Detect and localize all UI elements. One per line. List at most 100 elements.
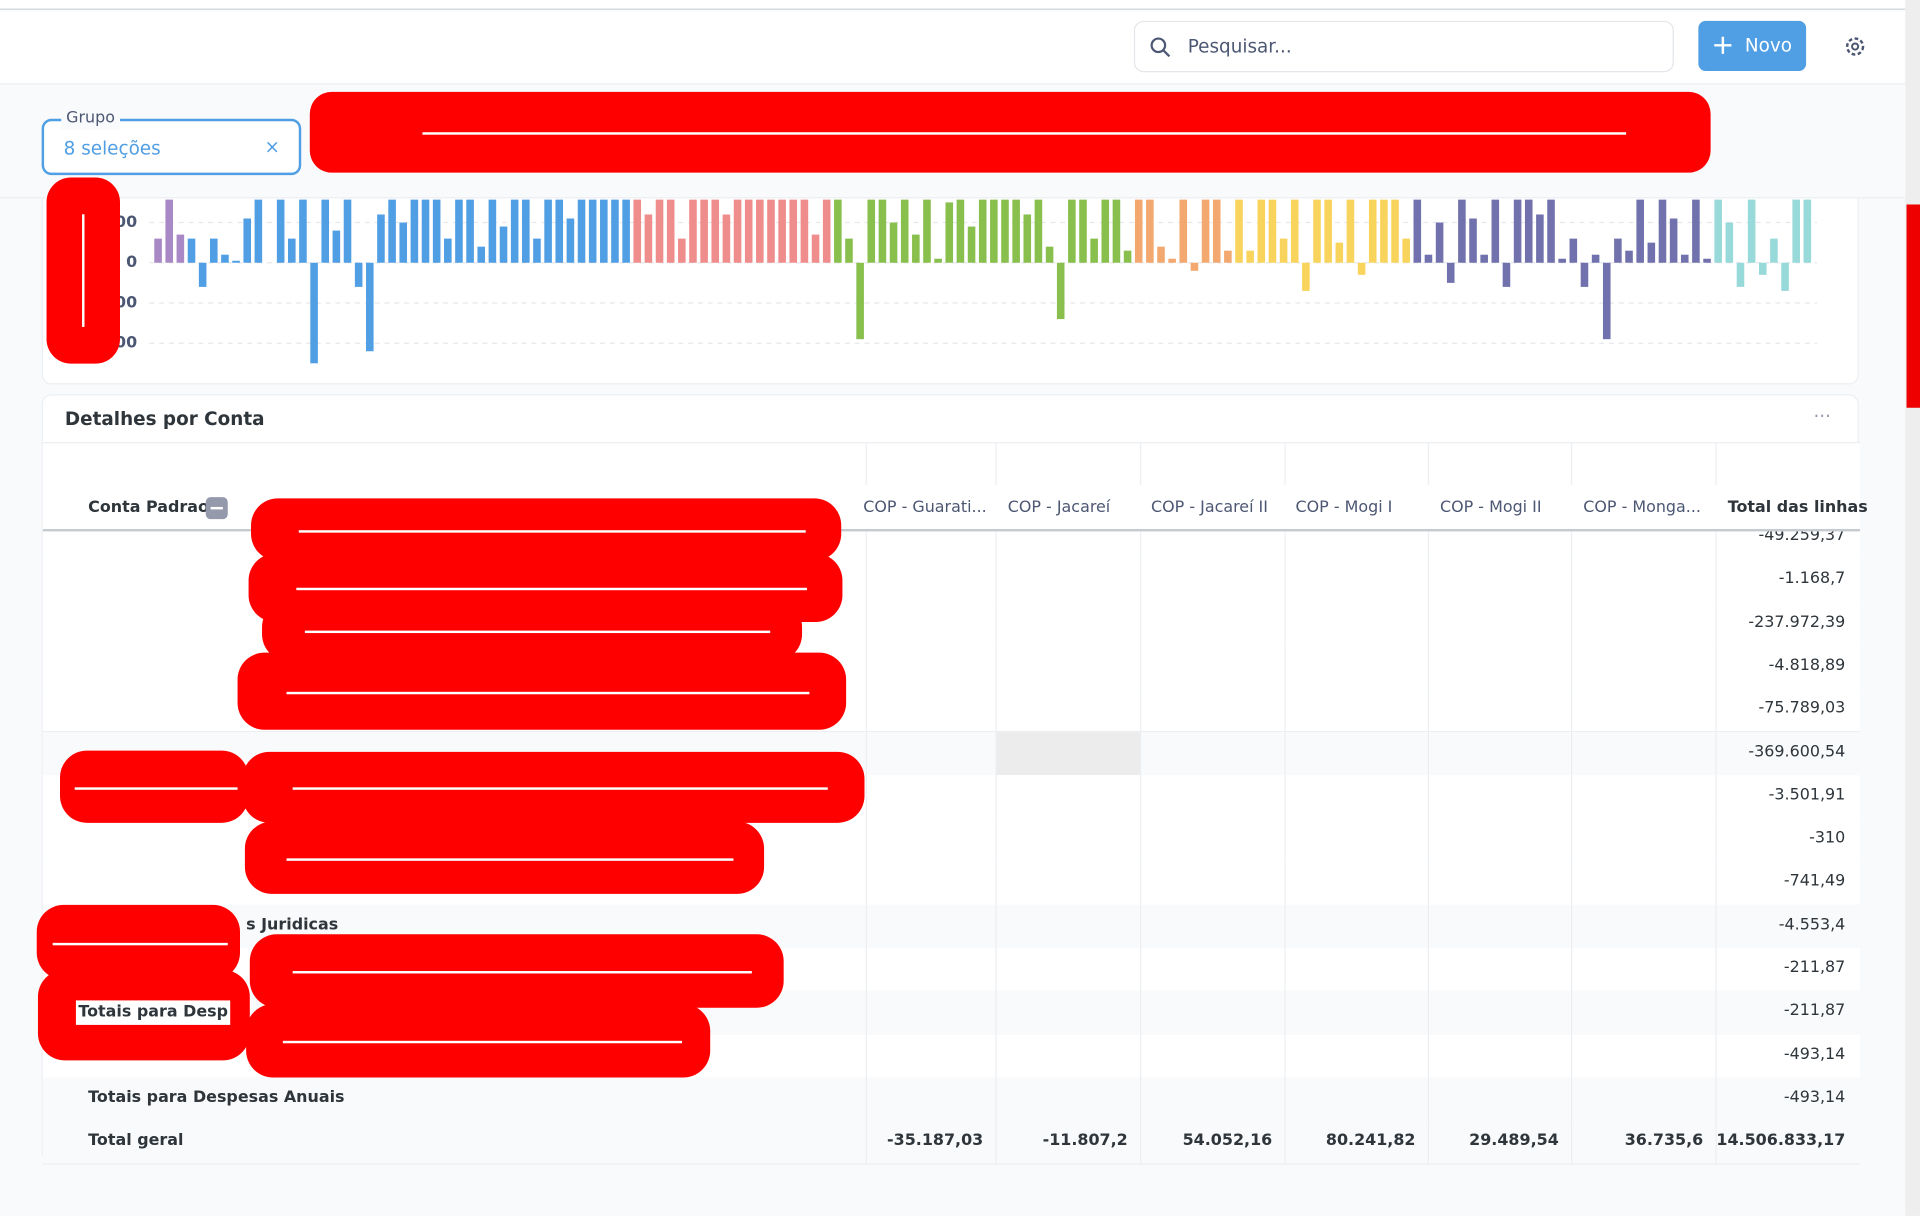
table-row: [42, 1120, 1860, 1166]
column-divider: [1427, 442, 1429, 1164]
bar: [1803, 199, 1812, 263]
bar: [711, 199, 720, 263]
row-label: Totais para Despesas Anuais: [88, 1088, 345, 1107]
row-total: -4.818,89: [1768, 656, 1846, 675]
bar: [1279, 238, 1288, 263]
bar: [1201, 199, 1210, 263]
bar: [332, 230, 341, 263]
column-divider: [1715, 442, 1717, 1164]
bar: [666, 199, 675, 263]
row-total: -75.789,03: [1758, 699, 1846, 718]
redaction: [244, 821, 765, 894]
bar: [1212, 199, 1221, 263]
cell-value: 80.241,82: [1325, 1131, 1416, 1151]
bar: [778, 199, 786, 263]
bar: [1235, 199, 1243, 263]
bar: [1001, 199, 1009, 263]
bar: [689, 199, 697, 263]
bar: [800, 199, 809, 263]
settings-icon[interactable]: [1843, 34, 1867, 58]
column-header: COP - Guarati...: [863, 498, 987, 517]
bar: [444, 238, 452, 263]
bar: [1792, 199, 1800, 263]
row-total: -4.553,4: [1778, 915, 1846, 934]
bar: [1313, 199, 1321, 263]
bar: [1413, 199, 1422, 263]
bar: [644, 214, 653, 263]
card-menu[interactable]: ···: [1813, 405, 1831, 428]
bar: [1480, 254, 1488, 263]
bar: [1502, 262, 1511, 287]
bar: [1714, 199, 1722, 263]
filter-bar: Grupo 8 seleções ×: [0, 84, 1906, 199]
filter-clear[interactable]: ×: [264, 135, 280, 158]
bar: [1134, 199, 1143, 263]
redaction: [60, 750, 249, 823]
bar: [1268, 199, 1277, 263]
redaction: [46, 177, 121, 364]
bar: [1190, 262, 1199, 271]
row-total: -211,87: [1783, 1001, 1846, 1021]
column-header: Conta Padrao: [88, 498, 209, 517]
redaction: [237, 652, 847, 730]
bar: [1023, 214, 1032, 263]
search-box[interactable]: Pesquisar...: [1133, 20, 1674, 73]
bar: [834, 199, 842, 263]
bar: [1123, 250, 1132, 263]
row-total: 14.506.833,17: [1716, 1131, 1846, 1151]
redaction: [309, 91, 1711, 173]
bar: [967, 226, 976, 263]
bar: [377, 214, 385, 263]
bar: [1402, 238, 1410, 263]
bar: [1736, 262, 1745, 287]
column-header: Total das linhas: [1727, 498, 1868, 517]
bar: [555, 199, 564, 263]
bar: [198, 262, 207, 287]
redaction: [249, 934, 784, 1008]
bar: [1669, 218, 1678, 263]
new-button[interactable]: Novo: [1698, 20, 1807, 72]
redaction-line: [296, 587, 807, 591]
redaction-line: [292, 971, 752, 974]
bar: [1224, 250, 1232, 263]
bar: [176, 234, 185, 263]
row-label: Totais para Desp: [75, 1000, 231, 1026]
row-total: -310: [1809, 829, 1846, 848]
redaction-line: [283, 1040, 683, 1044]
group-filter[interactable]: Grupo 8 seleções ×: [41, 107, 302, 176]
bar: [165, 199, 174, 263]
bar: [1435, 222, 1444, 263]
bar: [466, 199, 474, 263]
y-tick-label: 00: [115, 333, 137, 352]
bar: [221, 254, 229, 263]
bar: [1079, 199, 1087, 263]
bar: [477, 246, 486, 263]
bar: [1513, 199, 1522, 263]
bar: [622, 199, 630, 263]
row-total: -741,49: [1783, 872, 1846, 891]
bar: [566, 218, 575, 263]
bar: [990, 199, 998, 263]
bar: [733, 199, 742, 263]
bar: [923, 199, 931, 263]
bar: [655, 199, 664, 263]
bar: [366, 262, 374, 352]
bar: [900, 199, 909, 263]
cell-value: 29.489,54: [1469, 1131, 1559, 1151]
bar: [410, 199, 419, 263]
y-tick-label: 00: [115, 212, 137, 231]
bar: [1636, 199, 1644, 263]
header-row-top: [42, 442, 1860, 488]
bar: [1090, 238, 1098, 263]
bar: [722, 214, 731, 263]
bar: [1368, 199, 1377, 263]
search-icon: [1150, 37, 1171, 58]
row-label: s Juridicas: [246, 915, 339, 934]
bar: [1012, 199, 1020, 263]
redaction: [251, 498, 842, 561]
bar: [811, 234, 820, 263]
bar: [1335, 242, 1344, 263]
